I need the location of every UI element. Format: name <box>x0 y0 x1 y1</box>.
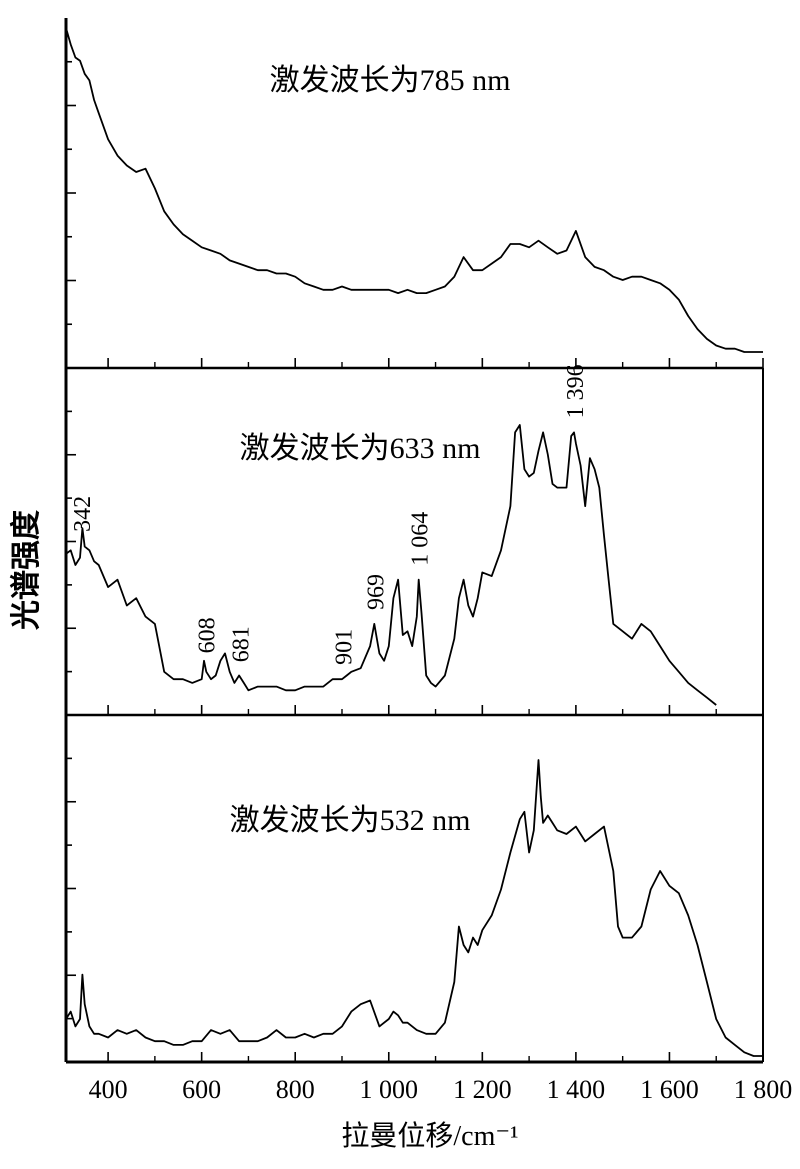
peak-label: 901 <box>331 629 357 665</box>
peak-label: 1 064 <box>408 512 434 566</box>
panel-title: 激发波长为633 nm <box>240 432 481 465</box>
panel-title: 激发波长为785 nm <box>270 64 511 97</box>
peak-label: 608 <box>194 617 220 653</box>
x-tick-label: 800 <box>276 1075 315 1104</box>
panel-title: 激发波长为532 nm <box>230 804 471 837</box>
peak-label: 1 396 <box>563 364 589 418</box>
peak-label: 681 <box>229 626 255 662</box>
spectrum-panel-1: 激发波长为785 nm <box>65 27 763 353</box>
peak-label: 342 <box>70 496 96 532</box>
spectrum-line-2 <box>65 424 717 706</box>
x-axis: 400 600 800 1 000 1 200 1 400 1 600 1 800 <box>89 1075 793 1104</box>
peak-label: 969 <box>363 574 389 610</box>
x-tick-label: 1 200 <box>453 1075 512 1104</box>
x-tick-label: 1 800 <box>734 1075 793 1104</box>
spectrum-line-1 <box>65 27 763 353</box>
x-tick-label: 600 <box>182 1075 221 1104</box>
spectrum-panel-3: 激发波长为532 nm <box>65 759 763 1057</box>
x-axis-label: 拉曼位移/cm⁻¹ <box>341 1120 518 1152</box>
chart-frame <box>64 18 764 1064</box>
x-tick-label: 1 600 <box>640 1075 699 1104</box>
x-tick-label: 1 400 <box>547 1075 606 1104</box>
spectrum-line-3 <box>65 759 763 1057</box>
x-tick-label: 1 000 <box>360 1075 419 1104</box>
y-axis-label: 光谱强度 <box>9 510 44 630</box>
x-tick-label: 400 <box>89 1075 128 1104</box>
